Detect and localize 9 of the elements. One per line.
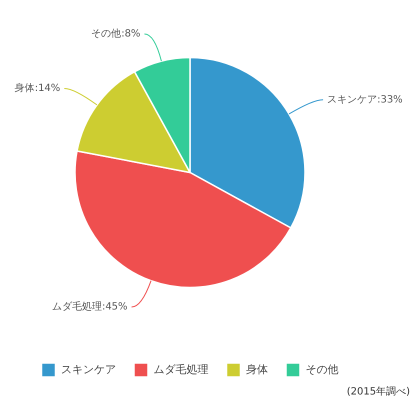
legend-label: スキンケア [61, 362, 116, 376]
legend-label: 身体 [246, 362, 268, 376]
category-label: 身体:14% [14, 83, 60, 94]
legend-label: ムダ毛処理 [154, 362, 208, 376]
category-label: その他:8% [91, 28, 140, 40]
category-label: ムダ毛処理:45% [52, 302, 128, 313]
category-label: スキンケア:33% [327, 94, 403, 106]
legend-label: その他 [306, 362, 338, 376]
text: (2015年調べ) [346, 386, 410, 398]
